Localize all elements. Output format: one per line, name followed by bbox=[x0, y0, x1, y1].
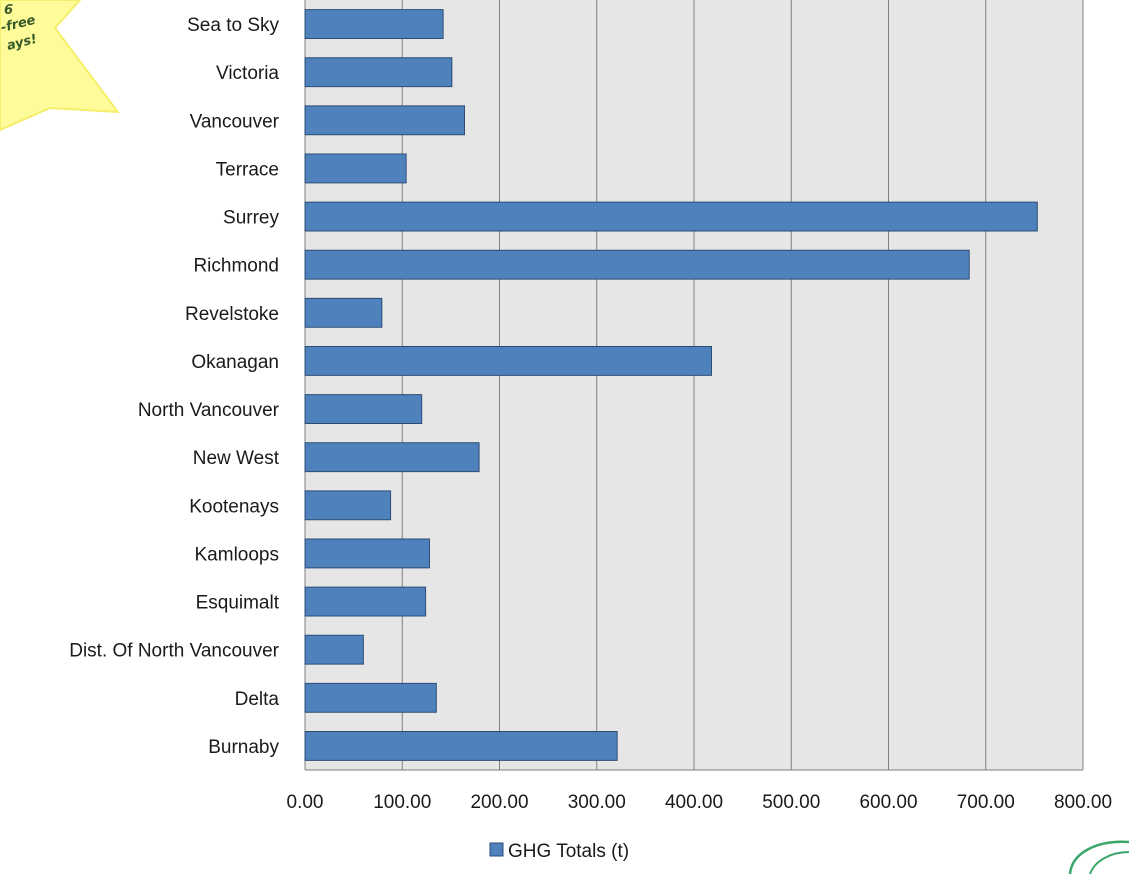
category-label: Delta bbox=[235, 689, 280, 710]
badge-line-1: 6 bbox=[4, 3, 13, 18]
legend-swatch bbox=[489, 842, 504, 857]
x-tick-label: 400.00 bbox=[665, 792, 723, 813]
badge-line-3: ays! bbox=[5, 32, 38, 54]
legend: GHG Totals (t) bbox=[489, 841, 629, 862]
x-tick-label: 0.00 bbox=[287, 792, 324, 813]
logo-fragment bbox=[1068, 840, 1129, 874]
category-label: Terrace bbox=[216, 159, 279, 180]
x-tick-label: 500.00 bbox=[762, 792, 820, 813]
bar bbox=[304, 153, 407, 184]
category-label: North Vancouver bbox=[138, 400, 280, 421]
bar bbox=[304, 682, 437, 713]
bar bbox=[304, 731, 618, 761]
bar bbox=[304, 201, 1038, 232]
category-label: Kootenays bbox=[189, 496, 279, 517]
category-label: New West bbox=[193, 448, 280, 469]
star-shape bbox=[0, 0, 121, 132]
category-label: Richmond bbox=[193, 256, 279, 277]
category-label: Kamloops bbox=[195, 544, 280, 565]
bar bbox=[304, 346, 713, 376]
category-label: Surrey bbox=[223, 208, 279, 229]
x-tick-label: 700.00 bbox=[957, 792, 1015, 813]
category-label: Burnaby bbox=[208, 737, 279, 758]
bar-series bbox=[304, 9, 1038, 761]
category-label: Okanagan bbox=[191, 352, 279, 373]
value-axis-tick-labels: 0.00 100.00 200.00 300.00 400.00 500.00 600.00… bbox=[287, 792, 1113, 813]
bar bbox=[304, 490, 392, 521]
x-tick-label: 200.00 bbox=[470, 792, 528, 813]
category-label: Sea to Sky bbox=[187, 15, 279, 36]
promo-star-badge: 6 -free ays! bbox=[0, 0, 121, 132]
legend-label: GHG Totals (t) bbox=[508, 841, 629, 862]
bar bbox=[304, 586, 427, 617]
category-label: Esquimalt bbox=[196, 593, 280, 614]
bar bbox=[304, 9, 444, 39]
bar bbox=[304, 249, 970, 280]
x-tick-label: 100.00 bbox=[373, 792, 431, 813]
category-label: Victoria bbox=[216, 63, 279, 84]
bar bbox=[304, 105, 465, 136]
x-tick-label: 300.00 bbox=[568, 792, 626, 813]
bar bbox=[304, 57, 453, 88]
bar bbox=[304, 297, 383, 328]
bar bbox=[304, 634, 364, 665]
x-tick-label: 800.00 bbox=[1054, 792, 1112, 813]
category-axis-labels: Sea to Sky Victoria Vancouver Terrace Surrey… bbox=[69, 15, 280, 758]
category-label: Dist. Of North Vancouver bbox=[69, 641, 279, 662]
category-label: Vancouver bbox=[190, 111, 280, 132]
bar bbox=[304, 394, 423, 424]
bar bbox=[304, 442, 480, 473]
x-tick-label: 600.00 bbox=[859, 792, 917, 813]
bar bbox=[304, 538, 430, 569]
gridlines bbox=[304, 0, 1084, 771]
category-label: Revelstoke bbox=[185, 304, 279, 325]
